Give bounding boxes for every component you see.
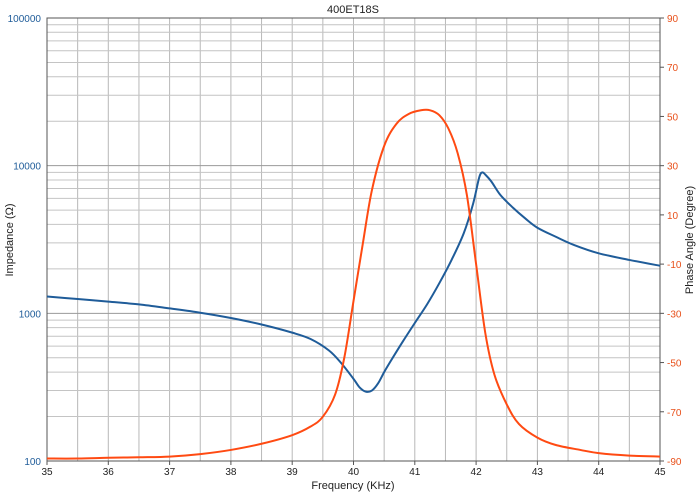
x-axis-label: Frequency (KHz) (311, 480, 394, 492)
y-axis-label-right: Phase Angle (Degree) (684, 186, 696, 294)
x-tick-label: 45 (654, 467, 666, 478)
ticks: 35 36 37 38 39 40 41 42 43 44 45 100 1000 10000 100000… (8, 14, 682, 478)
y-tick-label-right: 90 (667, 14, 679, 25)
y-tick-label-right: 50 (667, 112, 679, 123)
y-tick-label-left: 100 (24, 457, 41, 468)
grid (46, 18, 661, 462)
y-tick-label-right: 70 (667, 63, 679, 74)
y-tick-label-left: 10000 (13, 162, 41, 173)
x-tick-label: 43 (532, 467, 544, 478)
x-tick-label: 36 (103, 467, 115, 478)
series-layer (46, 108, 661, 460)
x-tick-label: 44 (593, 467, 605, 478)
y-axis-label-left: Impedance (Ω) (4, 203, 16, 276)
y-tick-label-left: 1000 (19, 309, 42, 320)
x-tick-label: 41 (409, 467, 421, 478)
x-tick-label: 37 (164, 467, 176, 478)
y-tick-label-right: 10 (667, 211, 679, 222)
y-tick-label-right: -10 (667, 260, 682, 271)
y-tick-label-right: 30 (667, 162, 679, 173)
y-tick-label-right: -70 (667, 408, 682, 419)
y-tick-label-right: -90 (667, 457, 682, 468)
x-tick-label: 42 (471, 467, 483, 478)
y-tick-label-right: -30 (667, 309, 682, 320)
y-tick-label-left: 100000 (8, 14, 42, 25)
x-tick-label: 35 (41, 467, 53, 478)
phase-angle-series-line (46, 108, 661, 460)
y-tick-label-right: -50 (667, 359, 682, 370)
x-tick-label: 40 (348, 467, 360, 478)
impedance-series-line (46, 171, 661, 393)
x-tick-label: 38 (225, 467, 237, 478)
x-tick-label: 39 (287, 467, 299, 478)
chart-title: 400ET18S (327, 4, 379, 16)
